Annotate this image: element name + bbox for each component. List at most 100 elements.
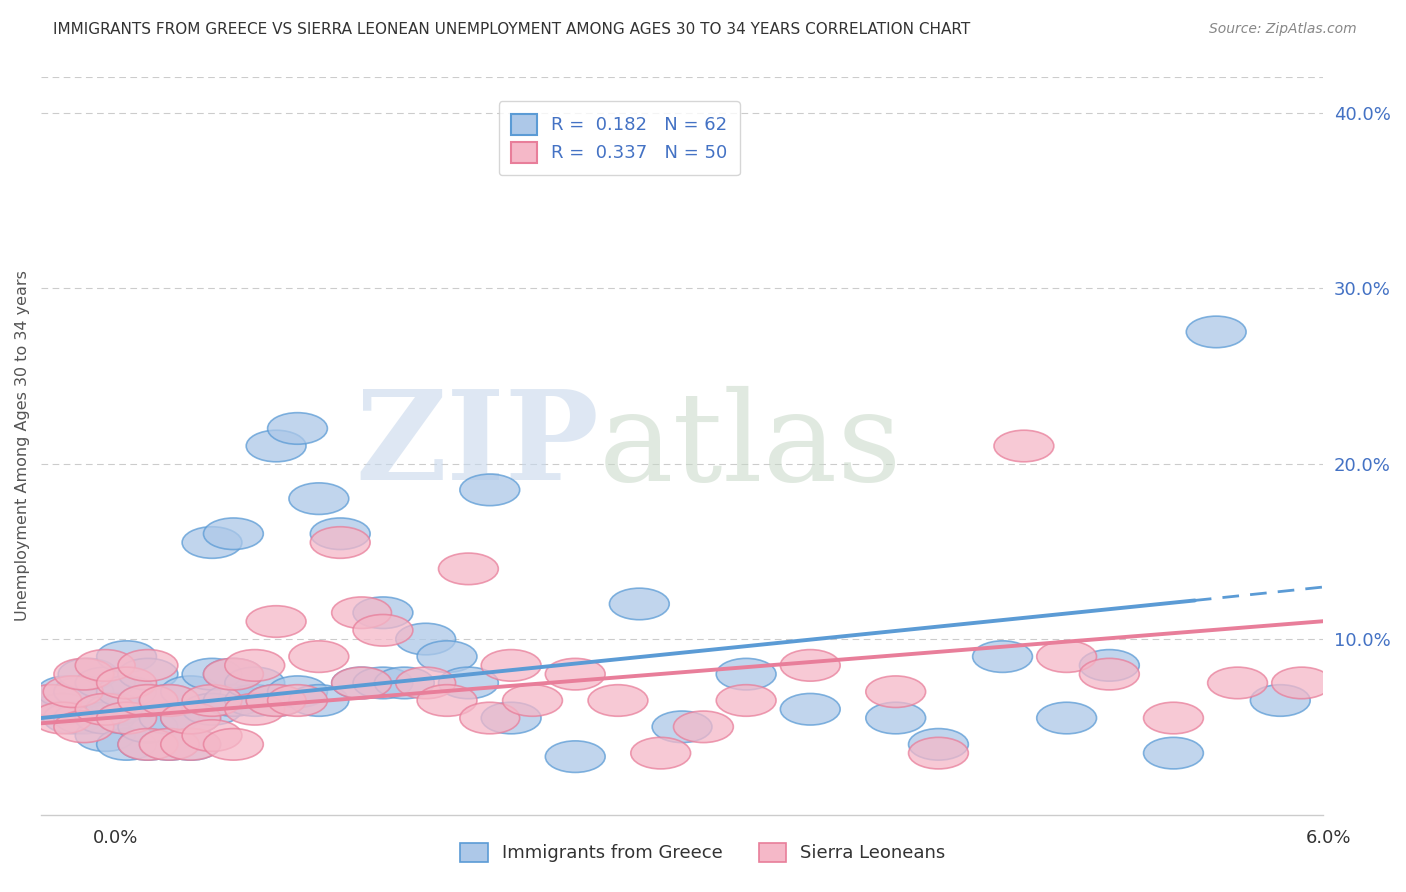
Ellipse shape [37,676,97,707]
Ellipse shape [118,658,177,690]
Ellipse shape [290,483,349,515]
Ellipse shape [204,518,263,549]
Ellipse shape [97,640,156,673]
Ellipse shape [76,720,135,751]
Ellipse shape [118,729,177,760]
Ellipse shape [97,676,156,707]
Ellipse shape [332,667,391,698]
Ellipse shape [118,711,177,743]
Ellipse shape [609,588,669,620]
Ellipse shape [246,685,307,716]
Ellipse shape [225,649,284,681]
Ellipse shape [32,702,93,734]
Ellipse shape [418,685,477,716]
Ellipse shape [460,474,520,506]
Ellipse shape [1187,316,1246,348]
Ellipse shape [353,667,413,698]
Ellipse shape [908,738,969,769]
Ellipse shape [183,693,242,725]
Ellipse shape [97,729,156,760]
Ellipse shape [139,685,200,716]
Ellipse shape [204,658,263,690]
Ellipse shape [58,658,118,690]
Ellipse shape [866,702,925,734]
Ellipse shape [118,729,177,760]
Legend: R =  0.182   N = 62, R =  0.337   N = 50: R = 0.182 N = 62, R = 0.337 N = 50 [499,101,740,176]
Text: 6.0%: 6.0% [1306,829,1351,847]
Ellipse shape [1036,640,1097,673]
Ellipse shape [118,685,177,716]
Ellipse shape [311,518,370,549]
Ellipse shape [439,553,498,584]
Ellipse shape [204,685,263,716]
Ellipse shape [44,676,103,707]
Ellipse shape [395,624,456,655]
Ellipse shape [780,693,841,725]
Ellipse shape [53,658,114,690]
Ellipse shape [1080,658,1139,690]
Ellipse shape [631,738,690,769]
Ellipse shape [546,741,605,772]
Ellipse shape [97,702,156,734]
Legend: Immigrants from Greece, Sierra Leoneans: Immigrants from Greece, Sierra Leoneans [453,836,953,870]
Ellipse shape [1080,649,1139,681]
Ellipse shape [183,658,242,690]
Ellipse shape [908,729,969,760]
Ellipse shape [353,615,413,646]
Ellipse shape [160,676,221,707]
Ellipse shape [246,606,307,637]
Ellipse shape [332,597,391,629]
Ellipse shape [53,711,114,743]
Ellipse shape [139,685,200,716]
Ellipse shape [44,702,103,734]
Ellipse shape [204,658,263,690]
Ellipse shape [290,685,349,716]
Ellipse shape [225,693,284,725]
Text: atlas: atlas [599,385,903,507]
Ellipse shape [866,676,925,707]
Ellipse shape [311,527,370,558]
Ellipse shape [267,676,328,707]
Ellipse shape [502,685,562,716]
Ellipse shape [1036,702,1097,734]
Ellipse shape [183,527,242,558]
Ellipse shape [22,685,82,716]
Ellipse shape [76,667,135,698]
Ellipse shape [183,685,242,716]
Ellipse shape [780,649,841,681]
Ellipse shape [267,685,328,716]
Ellipse shape [76,693,135,725]
Ellipse shape [246,685,307,716]
Ellipse shape [290,640,349,673]
Text: Source: ZipAtlas.com: Source: ZipAtlas.com [1209,22,1357,37]
Ellipse shape [160,729,221,760]
Ellipse shape [652,711,711,743]
Ellipse shape [353,597,413,629]
Ellipse shape [139,729,200,760]
Text: ZIP: ZIP [354,385,599,507]
Ellipse shape [160,702,221,734]
Ellipse shape [1143,702,1204,734]
Ellipse shape [481,702,541,734]
Ellipse shape [53,702,114,734]
Ellipse shape [1272,667,1331,698]
Ellipse shape [118,649,177,681]
Ellipse shape [1250,685,1310,716]
Ellipse shape [439,667,498,698]
Ellipse shape [225,685,284,716]
Ellipse shape [97,702,156,734]
Ellipse shape [673,711,734,743]
Ellipse shape [395,667,456,698]
Ellipse shape [332,667,391,698]
Ellipse shape [225,667,284,698]
Y-axis label: Unemployment Among Ages 30 to 34 years: Unemployment Among Ages 30 to 34 years [15,270,30,622]
Ellipse shape [481,649,541,681]
Ellipse shape [460,702,520,734]
Ellipse shape [994,430,1054,462]
Ellipse shape [183,720,242,751]
Ellipse shape [973,640,1032,673]
Ellipse shape [546,658,605,690]
Text: 0.0%: 0.0% [93,829,138,847]
Ellipse shape [76,702,135,734]
Ellipse shape [1143,738,1204,769]
